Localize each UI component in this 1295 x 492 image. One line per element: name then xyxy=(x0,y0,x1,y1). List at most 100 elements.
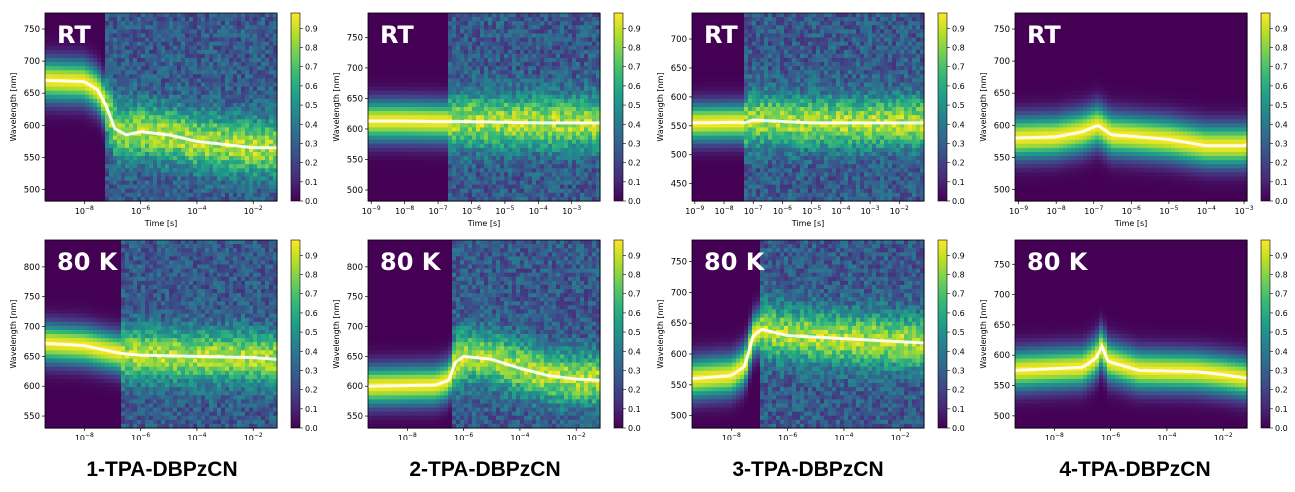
heatmap-cell xyxy=(209,102,214,108)
heatmap-cell xyxy=(141,33,146,39)
heatmap-cell xyxy=(57,82,62,88)
heatmap-cell xyxy=(552,135,557,141)
heatmap-cell xyxy=(181,156,186,161)
heatmap-cell xyxy=(105,180,110,186)
heatmap-cell xyxy=(408,151,413,157)
heatmap-cell xyxy=(221,82,226,88)
heatmap-cell xyxy=(273,143,278,149)
heatmap-cell xyxy=(396,172,401,178)
heatmap-cell xyxy=(161,139,166,145)
heatmap-cell xyxy=(49,25,54,30)
heatmap-cell xyxy=(392,188,397,194)
heatmap-cell xyxy=(113,94,118,100)
heatmap-cell xyxy=(265,196,270,202)
heatmap-cell xyxy=(249,45,254,51)
heatmap-cell xyxy=(564,115,569,120)
heatmap-cell xyxy=(488,86,493,92)
heatmap-cell xyxy=(253,25,258,30)
heatmap-cell xyxy=(213,184,218,190)
heatmap-cell xyxy=(532,135,537,141)
heatmap-cell xyxy=(93,147,98,153)
heatmap-cell xyxy=(392,86,397,92)
heatmap-cell xyxy=(372,172,377,178)
heatmap-cell xyxy=(440,37,445,43)
heatmap-cell xyxy=(428,164,433,169)
heatmap-cell xyxy=(177,188,182,194)
heatmap-cell xyxy=(149,184,154,190)
heatmap-cell xyxy=(372,21,377,26)
heatmap-cell xyxy=(221,66,226,71)
heatmap-cell xyxy=(221,13,226,18)
heatmap-cell xyxy=(368,86,373,92)
colorbar-tick-label: 0.1 xyxy=(305,178,318,187)
heatmap-cell xyxy=(153,156,158,161)
heatmap-cell xyxy=(129,160,134,165)
heatmap-cell xyxy=(213,196,218,202)
heatmap-cell xyxy=(552,196,557,202)
heatmap-cell xyxy=(380,74,385,79)
heatmap-cell xyxy=(456,37,461,43)
heatmap-cell xyxy=(161,107,166,112)
heatmap-cell xyxy=(209,33,214,39)
heatmap-cell xyxy=(157,21,162,26)
heatmap-cell xyxy=(492,102,497,108)
heatmap-cell xyxy=(137,66,142,71)
heatmap-cell xyxy=(273,156,278,161)
heatmap-cell xyxy=(468,168,473,173)
heatmap-cell xyxy=(380,147,385,153)
heatmap-cell xyxy=(428,156,433,161)
heatmap-cell xyxy=(452,168,457,173)
heatmap-cell xyxy=(500,127,505,133)
heatmap-cell xyxy=(149,176,154,182)
heatmap-cell xyxy=(193,78,198,84)
heatmap-cell xyxy=(492,29,497,35)
heatmap-cell xyxy=(233,172,238,178)
heatmap-cell xyxy=(464,168,469,173)
heatmap-cell xyxy=(400,188,405,194)
heatmap-cell xyxy=(452,57,457,63)
heatmap-cell xyxy=(448,13,453,18)
heatmap-cell xyxy=(217,29,222,35)
heatmap-cell xyxy=(488,127,493,133)
heatmap-cell xyxy=(504,151,509,157)
heatmap-cell xyxy=(436,29,441,35)
heatmap-cell xyxy=(97,66,102,71)
heatmap-cell xyxy=(560,143,565,149)
heatmap-cell xyxy=(237,184,242,190)
heatmap-cell xyxy=(544,94,549,100)
heatmap-cell xyxy=(245,168,250,173)
heatmap-cell xyxy=(137,188,142,194)
heatmap-cell xyxy=(544,78,549,84)
heatmap-cell xyxy=(77,25,82,30)
heatmap-cell xyxy=(45,98,50,104)
heatmap-cell xyxy=(512,45,517,51)
heatmap-cell xyxy=(464,13,469,18)
heatmap-cell xyxy=(388,70,393,75)
heatmap-cell xyxy=(217,143,222,149)
heatmap-cell xyxy=(448,176,453,182)
heatmap-cell xyxy=(89,13,94,18)
heatmap-cell xyxy=(49,180,54,186)
heatmap-cell xyxy=(424,62,429,67)
heatmap-cell xyxy=(404,160,409,165)
heatmap-cell xyxy=(532,53,537,59)
heatmap-cell xyxy=(564,49,569,55)
heatmap-cell xyxy=(49,123,54,129)
heatmap-cell xyxy=(424,135,429,141)
heatmap-cell xyxy=(101,25,106,30)
heatmap-cell xyxy=(532,115,537,120)
heatmap-cell xyxy=(496,180,501,186)
heatmap-cell xyxy=(45,168,50,173)
heatmap-cell xyxy=(157,147,162,153)
heatmap-cell xyxy=(169,119,174,124)
heatmap-cell xyxy=(185,115,190,120)
heatmap-cell xyxy=(544,33,549,39)
heatmap-cell xyxy=(404,29,409,35)
heatmap-cell xyxy=(500,70,505,75)
heatmap-cell xyxy=(137,147,142,153)
heatmap-cell xyxy=(392,127,397,133)
heatmap-cell xyxy=(165,82,170,88)
heatmap-cell xyxy=(117,33,122,39)
heatmap-cell xyxy=(444,164,449,169)
heatmap-cell xyxy=(149,107,154,112)
